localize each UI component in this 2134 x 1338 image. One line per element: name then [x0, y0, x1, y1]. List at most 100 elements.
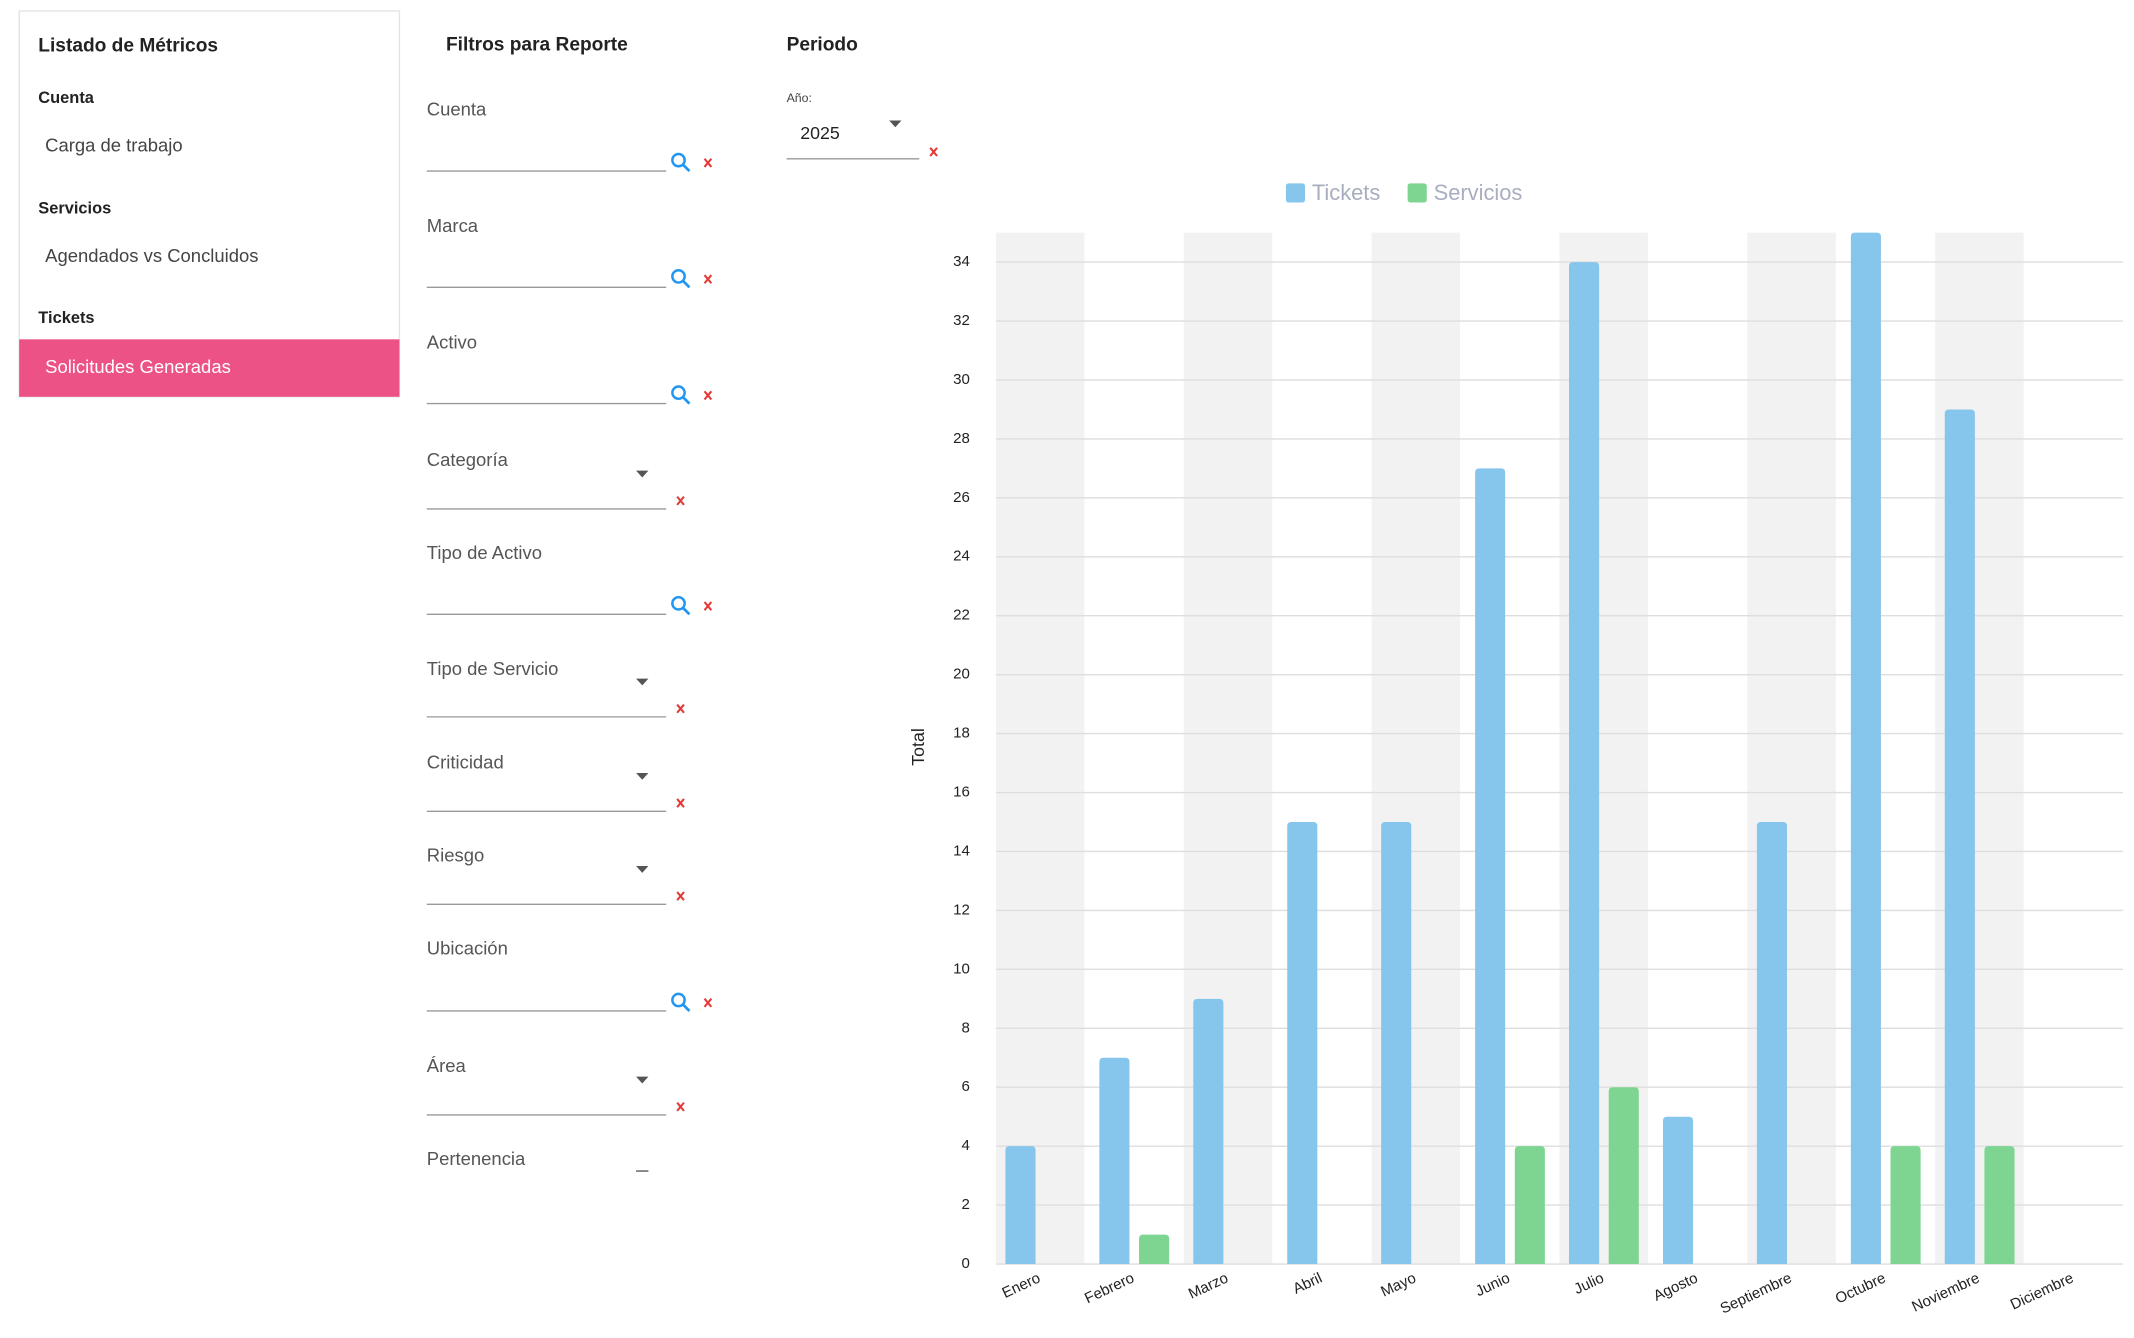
search-icon-handle[interactable]	[682, 607, 691, 616]
sidebar-heading: Cuenta	[38, 89, 94, 107]
sidebar-item[interactable]: Carga de trabajo	[45, 134, 182, 155]
clear-icon[interactable]	[929, 147, 938, 157]
x-tick-label: Agosto	[1651, 1270, 1701, 1305]
bar	[1608, 1087, 1639, 1265]
y-tick-label: 26	[953, 489, 970, 506]
y-tick-label: 28	[953, 430, 970, 447]
sidebar-heading: Tickets	[38, 309, 94, 327]
y-tick-label: 2	[962, 1196, 970, 1213]
bar	[1890, 1146, 1921, 1265]
sidebar-title: Listado de Métricos	[38, 36, 218, 57]
dropdown-arrow[interactable]	[636, 678, 649, 686]
dropdown-arrow[interactable]	[889, 120, 902, 128]
y-tick-label: 32	[953, 312, 970, 329]
clear-icon[interactable]	[703, 274, 713, 284]
clear-icon[interactable]	[676, 495, 685, 506]
search-icon-handle[interactable]	[682, 163, 691, 173]
legend-label[interactable]: Tickets	[1312, 180, 1381, 205]
clear-icon[interactable]	[676, 891, 685, 901]
bar	[1287, 822, 1318, 1265]
x-tick-label: Noviembre	[1909, 1270, 1982, 1316]
y-tick-label: 0	[962, 1255, 970, 1272]
filter-label: Cuenta	[427, 99, 487, 120]
y-tick-label: 12	[953, 901, 970, 918]
y-tick-label: 18	[953, 725, 970, 742]
clear-icon[interactable]	[676, 1101, 685, 1112]
bar	[1381, 822, 1412, 1265]
clear-icon[interactable]	[703, 998, 713, 1008]
filter-label: Tipo de Servicio	[427, 658, 559, 679]
search-icon[interactable]	[671, 385, 686, 401]
bar	[1850, 232, 1881, 1265]
y-tick-label: 20	[953, 666, 970, 683]
band-shade	[995, 232, 1085, 1265]
filter-label: Marca	[427, 215, 479, 236]
search-icon-handle[interactable]	[682, 280, 691, 289]
filter-label: Pertenencia	[427, 1148, 526, 1169]
bar	[1756, 822, 1787, 1265]
search-icon[interactable]	[671, 595, 686, 611]
bar	[1514, 1146, 1545, 1265]
clear-icon[interactable]	[703, 390, 713, 401]
y-tick-label: 22	[953, 607, 970, 624]
y-axis-label: Total	[908, 728, 928, 766]
bar	[1005, 1146, 1036, 1265]
sidebar-item[interactable]: Agendados vs Concluidos	[45, 245, 258, 266]
bar	[1662, 1116, 1694, 1265]
legend-swatch[interactable]	[1285, 183, 1306, 203]
search-icon[interactable]	[671, 992, 686, 1008]
y-tick-label: 24	[953, 548, 970, 565]
filters-title: Filtros para Reporte	[446, 34, 628, 55]
x-tick-label: Septiembre	[1718, 1270, 1795, 1318]
dropdown-arrow[interactable]	[636, 470, 649, 478]
x-tick-label: Mayo	[1378, 1270, 1419, 1301]
sidebar-item-active[interactable]	[19, 339, 400, 397]
filter-label: Riesgo	[427, 844, 484, 865]
x-tick-label: Abril	[1290, 1270, 1324, 1298]
dropdown-arrow[interactable]	[636, 865, 649, 873]
legend-label[interactable]: Servicios	[1434, 180, 1523, 205]
x-tick-label: Julio	[1571, 1270, 1606, 1298]
filter-label: Criticidad	[427, 751, 504, 772]
search-icon-handle[interactable]	[682, 396, 691, 405]
x-tick-label: Octubre	[1833, 1270, 1889, 1308]
x-tick-label: Enero	[999, 1270, 1043, 1302]
sidebar-panel	[18, 10, 401, 398]
sidebar-item[interactable]: Solicitudes Generadas	[45, 356, 231, 377]
filter-label: Área	[427, 1055, 467, 1076]
y-tick-label: 10	[953, 960, 970, 977]
y-tick-label: 16	[953, 784, 970, 801]
year-value[interactable]: 2025	[800, 123, 840, 143]
y-tick-label: 8	[962, 1019, 970, 1036]
clear-icon[interactable]	[676, 703, 685, 714]
search-icon[interactable]	[671, 269, 686, 284]
y-tick-label: 6	[962, 1078, 970, 1095]
legend-swatch[interactable]	[1407, 183, 1427, 203]
period-title: Periodo	[787, 34, 858, 55]
search-icon-handle[interactable]	[682, 1003, 691, 1012]
bar	[1193, 998, 1224, 1265]
y-tick-label: 34	[953, 253, 970, 270]
dropdown-arrow[interactable]	[636, 772, 649, 780]
x-tick-label: Junio	[1473, 1270, 1513, 1301]
x-tick-label: Diciembre	[2008, 1270, 2077, 1314]
bar	[1099, 1057, 1130, 1265]
bar	[1569, 262, 1600, 1265]
y-tick-label: 30	[953, 371, 970, 388]
bar	[1139, 1234, 1170, 1265]
dropdown-arrow[interactable]	[636, 1076, 649, 1084]
bar	[1475, 468, 1506, 1265]
clear-icon[interactable]	[703, 158, 713, 168]
search-icon[interactable]	[671, 152, 686, 168]
bar	[1984, 1146, 2015, 1265]
y-tick-label: 14	[953, 842, 970, 859]
filter-label: Activo	[427, 331, 477, 352]
clear-icon[interactable]	[703, 601, 713, 611]
clear-icon[interactable]	[676, 798, 685, 808]
y-tick-label: 4	[962, 1137, 970, 1154]
year-label: Año:	[787, 91, 812, 105]
bar	[1944, 409, 1975, 1265]
sidebar-heading: Servicios	[38, 200, 111, 218]
